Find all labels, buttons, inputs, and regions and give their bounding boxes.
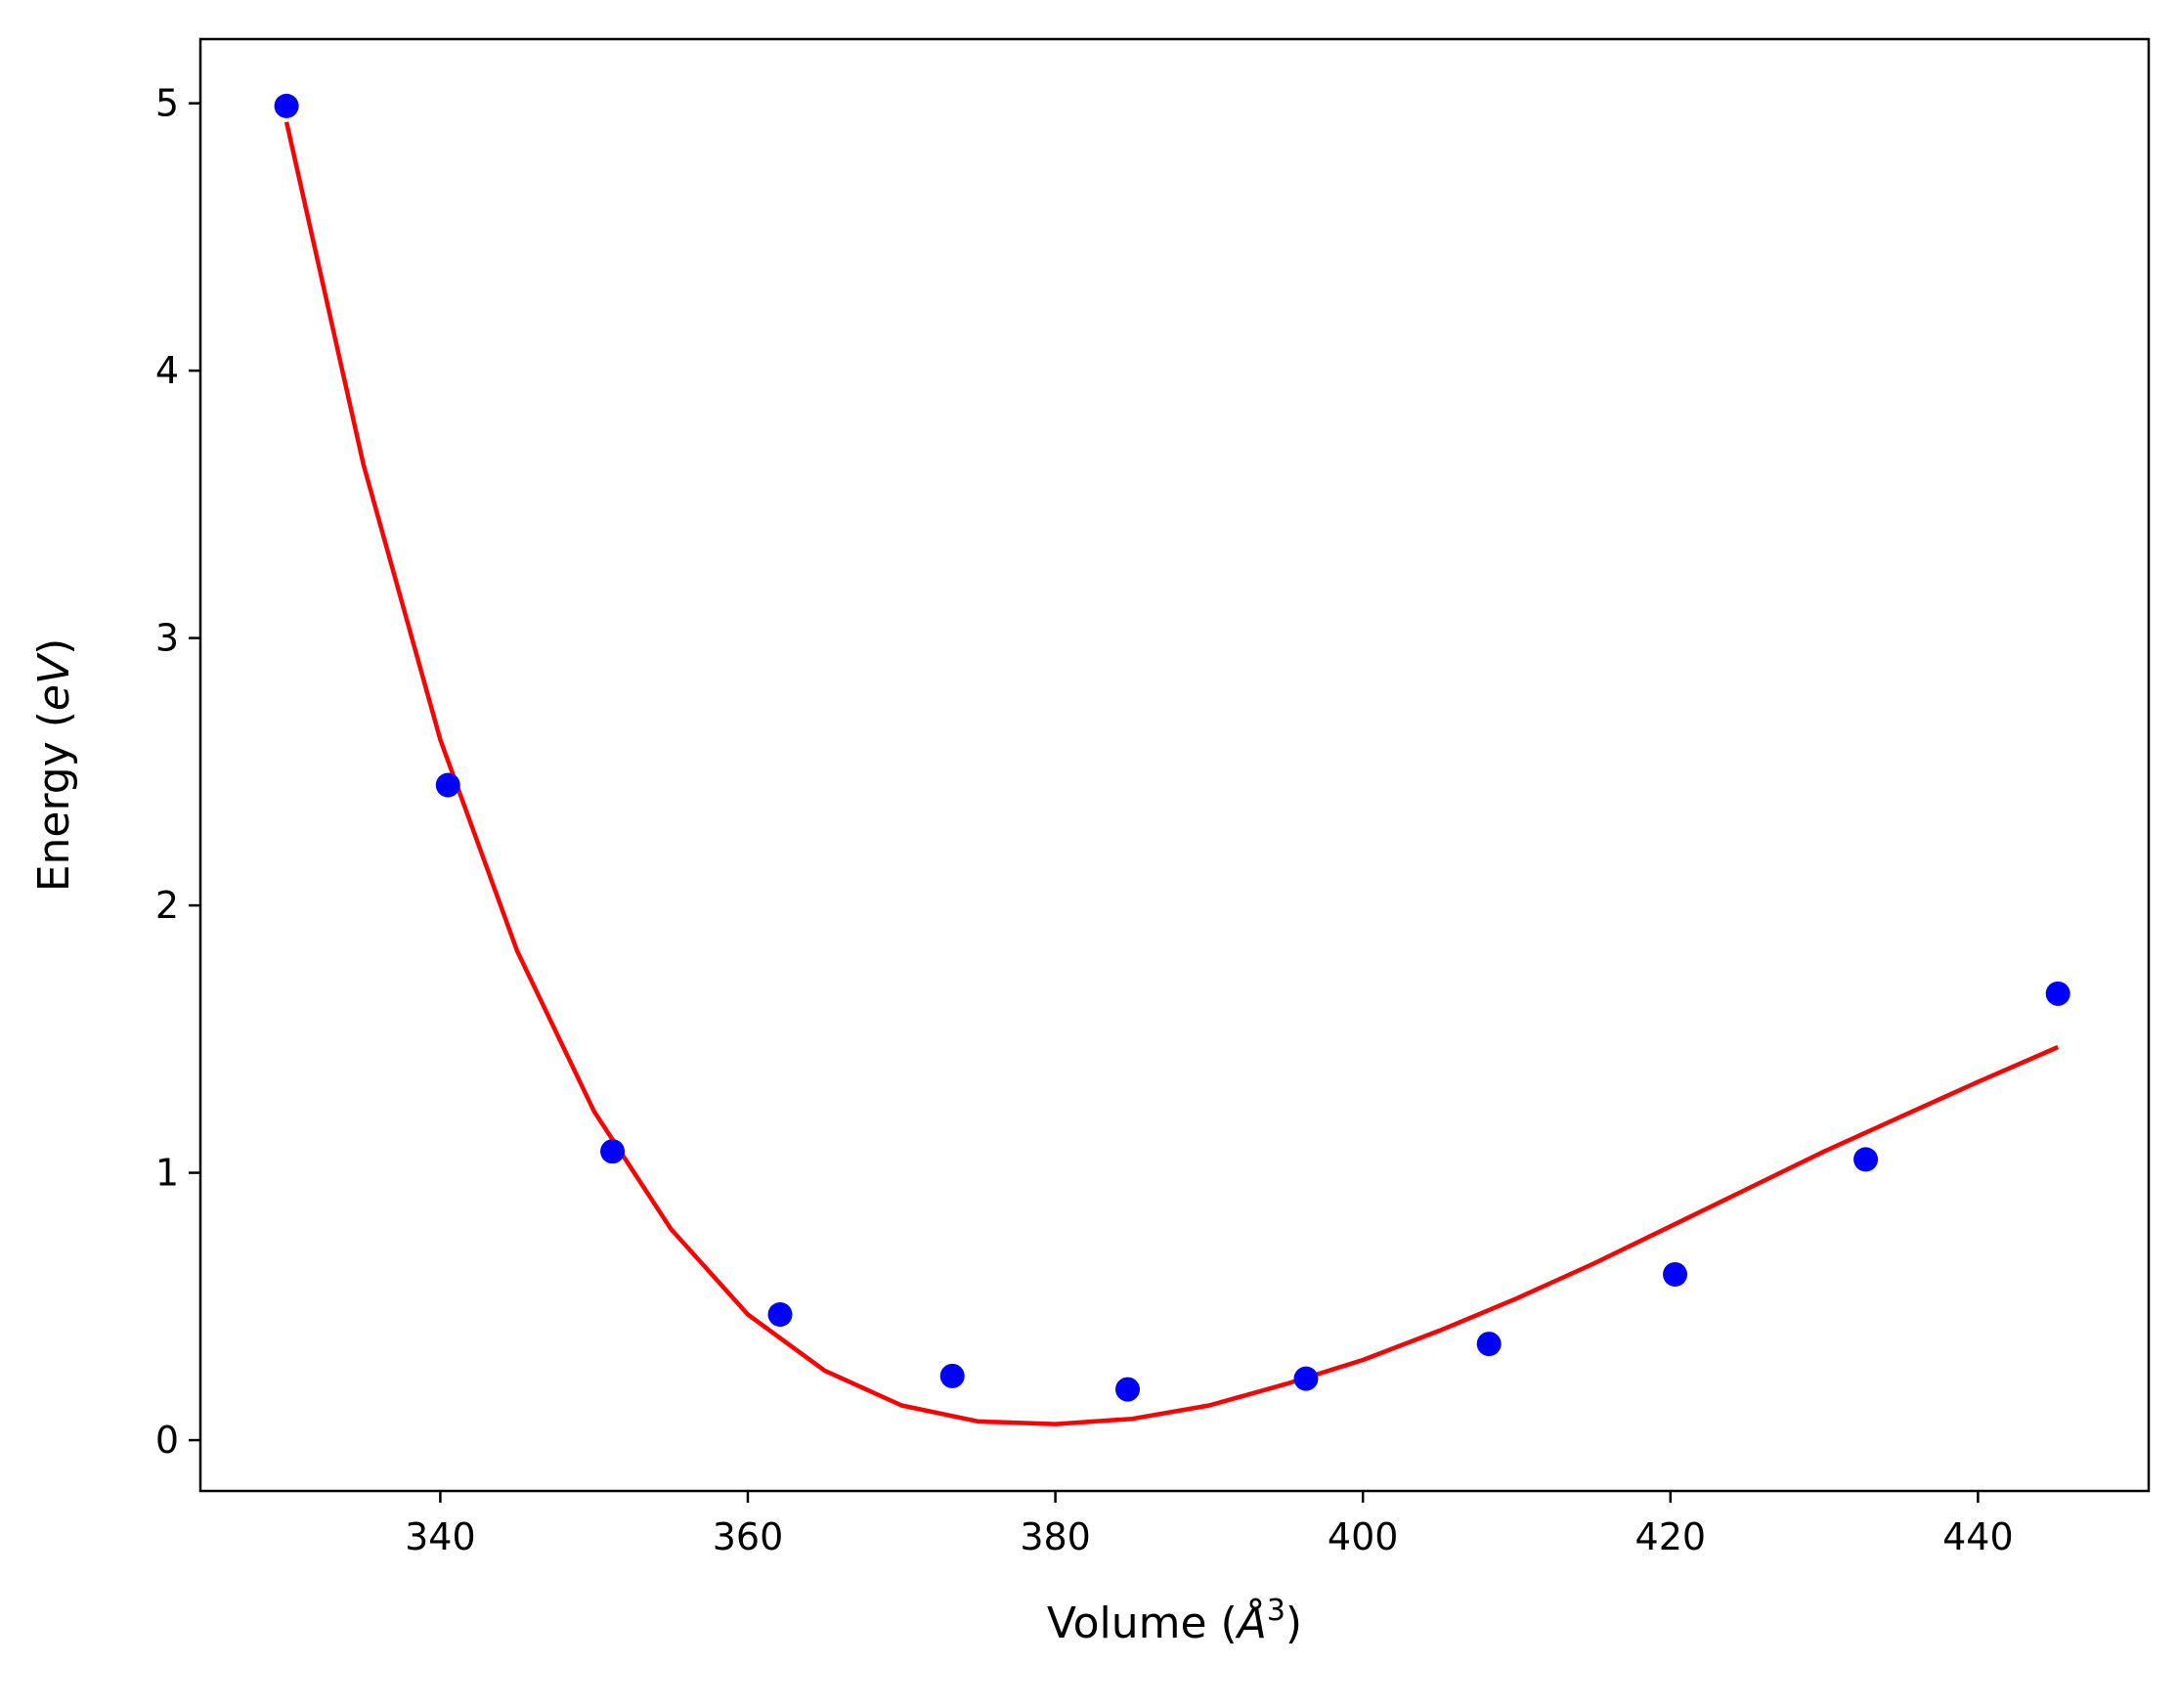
plot-frame	[198, 37, 2151, 1493]
data-point	[1663, 1261, 1688, 1287]
y-axis-label: Energy (eV)	[29, 638, 79, 893]
x-tick-label: 440	[1942, 1515, 2014, 1558]
data-point	[767, 1302, 793, 1328]
y-tick-label: 3	[155, 617, 179, 660]
data-point	[2045, 981, 2070, 1006]
y-tick-label: 0	[155, 1419, 179, 1462]
y-tick-label: 4	[155, 349, 179, 392]
x-tick-label: 360	[713, 1515, 784, 1558]
x-tick-label: 380	[1020, 1515, 1091, 1558]
data-point	[939, 1363, 965, 1388]
x-tick-label: 420	[1635, 1515, 1707, 1558]
x-axis-label: Volume (Å3)	[1047, 1594, 1302, 1648]
y-axis: 0 1 2 3 4 5	[155, 82, 200, 1462]
data-point	[1476, 1332, 1502, 1357]
y-tick-label: 1	[155, 1152, 179, 1195]
y-tick-label: 5	[155, 82, 179, 125]
data-point	[1115, 1377, 1141, 1402]
data-point	[600, 1139, 626, 1164]
data-point	[1853, 1147, 1879, 1172]
data-point	[435, 772, 460, 798]
x-tick-label: 340	[405, 1515, 476, 1558]
x-axis: 340 360 380 400 420 440	[405, 1491, 2014, 1558]
data-point	[1293, 1366, 1319, 1391]
x-tick-label: 400	[1328, 1515, 1399, 1558]
y-tick-label: 2	[155, 884, 179, 927]
plot-layer	[274, 93, 2070, 1426]
fit-curve	[283, 121, 2060, 1426]
data-point	[274, 93, 299, 118]
